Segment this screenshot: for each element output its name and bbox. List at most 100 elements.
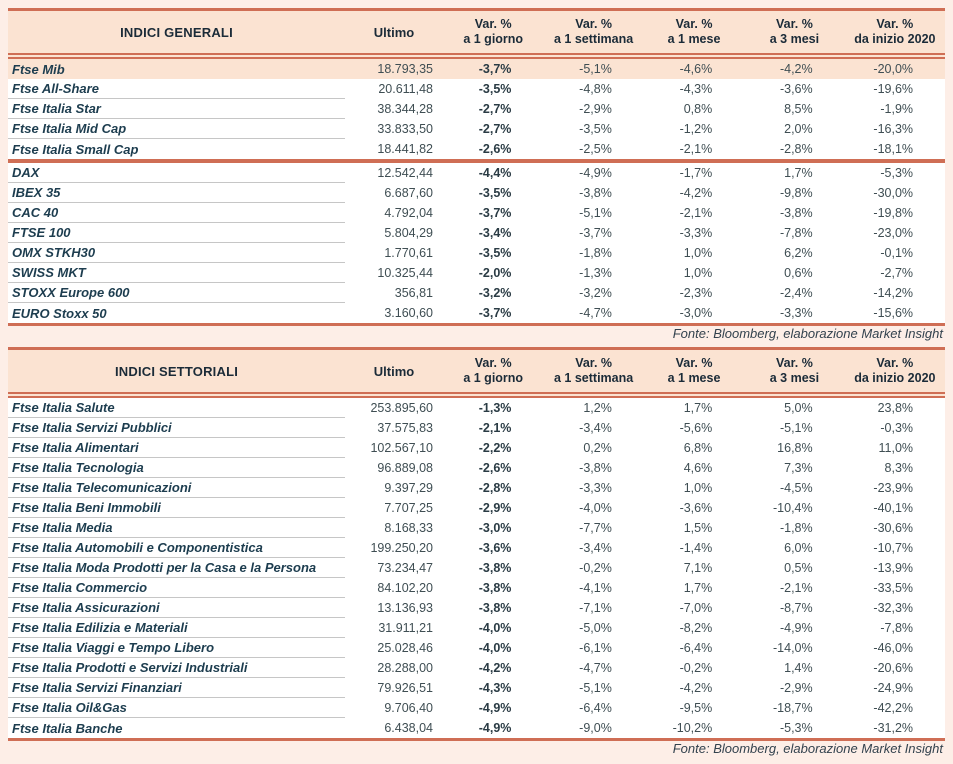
row-label: Ftse Italia Banche bbox=[12, 720, 123, 736]
cell-var-3: 7,3% bbox=[784, 461, 813, 475]
cell-var-2: -1,2% bbox=[679, 122, 713, 136]
var-percent-label: Var. % bbox=[474, 356, 512, 370]
cell-ultimo: 12.542,44 bbox=[377, 166, 433, 180]
cell-var-4: -18,1% bbox=[873, 142, 914, 156]
row-label: EURO Stoxx 50 bbox=[12, 305, 107, 321]
table-title: INDICI SETTORIALI bbox=[114, 363, 239, 379]
column-header-var-2: Var. % a 1 mese bbox=[644, 11, 744, 53]
cell-var-1: -7,7% bbox=[579, 521, 612, 535]
cell-var-0: -3,4% bbox=[478, 226, 512, 240]
cell-var-4: -0,3% bbox=[880, 421, 914, 435]
cell-var-4: -33,5% bbox=[873, 581, 914, 595]
cell-var-1: -1,8% bbox=[579, 246, 612, 260]
table-row: Ftse Italia Tecnologia 96.889,08 -2,6% -3,8… bbox=[8, 458, 945, 478]
cell-var-2: -1,4% bbox=[679, 541, 713, 555]
var-percent-label: Var. % bbox=[876, 356, 914, 370]
table-row: CAC 40 4.792,04 -3,7% -5,1% -2,1% -3,8% -19,8% bbox=[8, 203, 945, 223]
var-period-label: da inizio 2020 bbox=[854, 32, 936, 46]
cell-var-3: -2,8% bbox=[779, 142, 813, 156]
row-label: Ftse Italia Servizi Finanziari bbox=[8, 678, 345, 698]
row-label: Ftse Italia Mid Cap bbox=[8, 119, 345, 139]
cell-ultimo: 79.926,51 bbox=[377, 681, 433, 695]
cell-var-2: -3,6% bbox=[679, 501, 713, 515]
row-label: SWISS MKT bbox=[8, 263, 345, 283]
cell-var-0: -2,9% bbox=[478, 501, 512, 515]
table-title: INDICI GENERALI bbox=[120, 24, 233, 40]
cell-var-0: -3,7% bbox=[478, 62, 512, 76]
row-label: STOXX Europe 600 bbox=[8, 283, 345, 303]
cell-var-1: -1,3% bbox=[579, 266, 612, 280]
table-row: Ftse Italia Servizi Finanziari 79.926,51 -… bbox=[8, 678, 945, 698]
row-label: Ftse Italia Telecomunicazioni bbox=[8, 478, 345, 498]
cell-var-1: -4,0% bbox=[579, 501, 612, 515]
cell-var-4: -46,0% bbox=[873, 641, 914, 655]
cell-ultimo: 18.793,35 bbox=[377, 62, 433, 76]
cell-var-2: -4,6% bbox=[679, 62, 713, 76]
cell-var-3: -3,3% bbox=[779, 306, 813, 320]
table-row: DAX 12.542,44 -4,4% -4,9% -1,7% 1,7% -5,3% bbox=[8, 163, 945, 183]
var-percent-label: Var. % bbox=[474, 17, 512, 31]
cell-var-3: -9,8% bbox=[779, 186, 813, 200]
column-header-var-2: Var. % a 1 mese bbox=[644, 350, 744, 392]
column-header-var-0: Var. % a 1 giorno bbox=[443, 11, 543, 53]
row-label: Ftse All-Share bbox=[8, 79, 345, 99]
cell-var-2: -9,5% bbox=[679, 701, 713, 715]
cell-var-4: -14,2% bbox=[873, 286, 914, 300]
var-percent-label: Var. % bbox=[776, 17, 813, 31]
cell-var-0: -1,3% bbox=[478, 401, 512, 415]
cell-var-3: -18,7% bbox=[773, 701, 813, 715]
cell-var-1: -5,1% bbox=[579, 62, 612, 76]
table-row: Ftse Italia Media 8.168,33 -3,0% -7,7% 1,5% -… bbox=[8, 518, 945, 538]
cell-var-4: -32,3% bbox=[873, 601, 914, 615]
cell-var-2: -5,6% bbox=[679, 421, 713, 435]
cell-var-1: -5,1% bbox=[579, 681, 612, 695]
cell-ultimo: 33.833,50 bbox=[377, 122, 433, 136]
cell-var-2: -2,1% bbox=[679, 142, 713, 156]
cell-var-1: -3,3% bbox=[579, 481, 612, 495]
column-header-ultimo: Ultimo bbox=[373, 363, 415, 379]
table-row: STOXX Europe 600 356,81 -3,2% -3,2% -2,3% -2,… bbox=[8, 283, 945, 303]
cell-var-4: -30,6% bbox=[873, 521, 914, 535]
cell-var-3: -2,4% bbox=[779, 286, 813, 300]
cell-var-1: -3,4% bbox=[579, 421, 612, 435]
var-period-label: da inizio 2020 bbox=[854, 371, 936, 385]
source-note: Fonte: Bloomberg, elaborazione Market In… bbox=[672, 326, 943, 341]
cell-ultimo: 5.804,29 bbox=[384, 226, 433, 240]
column-header-var-4: Var. % da inizio 2020 bbox=[845, 350, 945, 392]
table-row: Ftse Italia Assicurazioni 13.136,93 -3,8% -… bbox=[8, 598, 945, 618]
cell-var-1: 0,2% bbox=[583, 441, 612, 455]
cell-var-3: 1,4% bbox=[784, 661, 813, 675]
table-row: EURO Stoxx 50 3.160,60 -3,7% -4,7% -3,0% -3,3… bbox=[8, 303, 945, 323]
row-label: DAX bbox=[8, 163, 345, 183]
cell-var-1: -2,5% bbox=[579, 142, 612, 156]
cell-var-3: -10,4% bbox=[773, 501, 813, 515]
cell-var-4: -15,6% bbox=[873, 306, 914, 320]
cell-var-4: -40,1% bbox=[873, 501, 914, 515]
table-top-rule bbox=[8, 347, 945, 350]
table-row: Ftse Italia Star 38.344,28 -2,7% -2,9% 0,8% 8… bbox=[8, 99, 945, 119]
cell-ultimo: 18.441,82 bbox=[377, 142, 433, 156]
cell-var-2: -0,2% bbox=[679, 661, 713, 675]
cell-ultimo: 13.136,93 bbox=[377, 601, 433, 615]
table-row: SWISS MKT 10.325,44 -2,0% -1,3% 1,0% 0,6% -2,7… bbox=[8, 263, 945, 283]
cell-var-3: 8,5% bbox=[784, 102, 813, 116]
cell-ultimo: 9.706,40 bbox=[384, 701, 433, 715]
cell-var-0: -4,4% bbox=[478, 166, 512, 180]
cell-var-0: -4,9% bbox=[478, 701, 512, 715]
cell-var-0: -3,8% bbox=[478, 601, 512, 615]
cell-var-1: -3,8% bbox=[579, 461, 612, 475]
table-top-rule bbox=[8, 8, 945, 11]
var-period-label: a 1 mese bbox=[667, 32, 721, 46]
cell-var-3: -3,6% bbox=[779, 82, 813, 96]
cell-ultimo: 37.575,83 bbox=[377, 421, 433, 435]
cell-var-0: -3,0% bbox=[478, 521, 512, 535]
cell-var-0: -2,0% bbox=[478, 266, 512, 280]
column-header-var-4: Var. % da inizio 2020 bbox=[845, 11, 945, 53]
cell-var-3: 0,5% bbox=[784, 561, 813, 575]
column-header-var-3: Var. % a 3 mesi bbox=[744, 11, 844, 53]
cell-var-4: -0,1% bbox=[880, 246, 914, 260]
table-row: OMX STKH30 1.770,61 -3,5% -1,8% 1,0% 6,2% -0,1… bbox=[8, 243, 945, 263]
cell-var-4: -20,6% bbox=[873, 661, 914, 675]
cell-var-4: -42,2% bbox=[873, 701, 914, 715]
row-label: Ftse Italia Moda Prodotti per la Casa e … bbox=[8, 558, 345, 578]
